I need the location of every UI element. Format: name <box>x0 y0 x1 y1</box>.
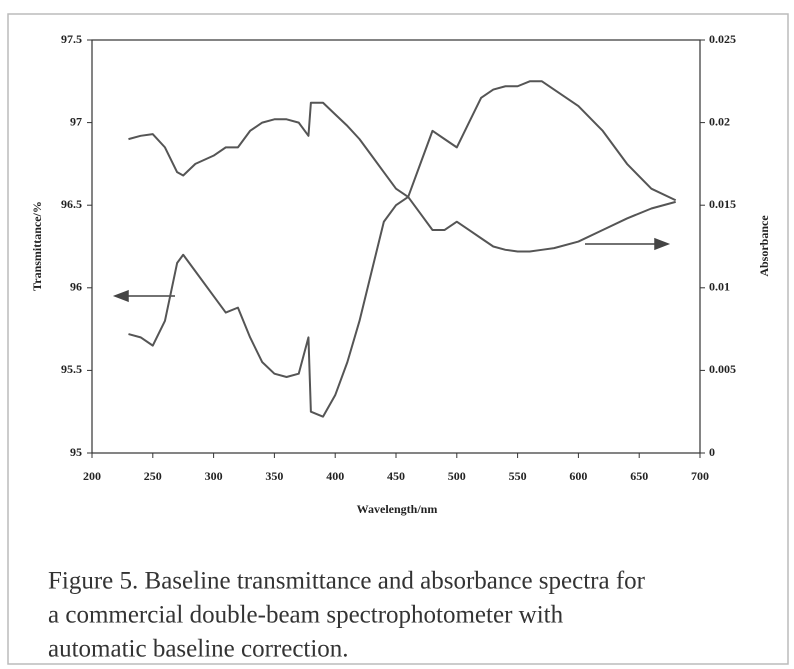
y-tick-label: 97 <box>70 114 82 128</box>
x-tick-label: 550 <box>509 469 527 483</box>
y2-tick-label: 0.025 <box>709 32 736 46</box>
x-tick-label: 300 <box>205 469 223 483</box>
y2-tick-label: 0.005 <box>709 362 736 376</box>
data-line <box>128 101 676 253</box>
y2-tick-label: 0.015 <box>709 197 736 211</box>
y-tick-label: 96 <box>70 280 82 294</box>
x-tick-label: 350 <box>265 469 283 483</box>
y-tick-label: 95 <box>70 445 82 459</box>
x-tick-label: 400 <box>326 469 344 483</box>
x-tick-label: 500 <box>448 469 466 483</box>
caption: automatic baseline correction. <box>48 636 349 663</box>
y-tick-label: 97.5 <box>61 32 82 46</box>
x-axis-label: Wavelength/nm <box>357 502 438 516</box>
y-tick-label: 96.5 <box>61 197 82 211</box>
y2-tick-label: 0 <box>709 445 715 459</box>
arrows <box>112 237 671 303</box>
x-tick-label: 650 <box>630 469 648 483</box>
y2-tick-label: 0.01 <box>709 280 730 294</box>
y2-tick-label: 0.02 <box>709 114 730 128</box>
y-axis-label: Transmittance/% <box>30 201 44 291</box>
x-tick-label: 700 <box>691 469 709 483</box>
arrow-head <box>654 237 671 251</box>
x-tick-label: 450 <box>387 469 405 483</box>
x-tick-label: 250 <box>144 469 162 483</box>
arrow-head <box>112 289 129 303</box>
caption: Figure 5. Baseline transmittance and abs… <box>48 568 646 595</box>
x-tick-label: 600 <box>569 469 587 483</box>
frame <box>7 13 789 665</box>
x-tick-label: 200 <box>83 469 101 483</box>
y-tick-label: 95.5 <box>61 362 82 376</box>
data-line <box>128 80 677 418</box>
caption: a commercial double-beam spectrophotomet… <box>48 602 564 629</box>
y2-axis-label: Absorbance <box>757 215 771 277</box>
